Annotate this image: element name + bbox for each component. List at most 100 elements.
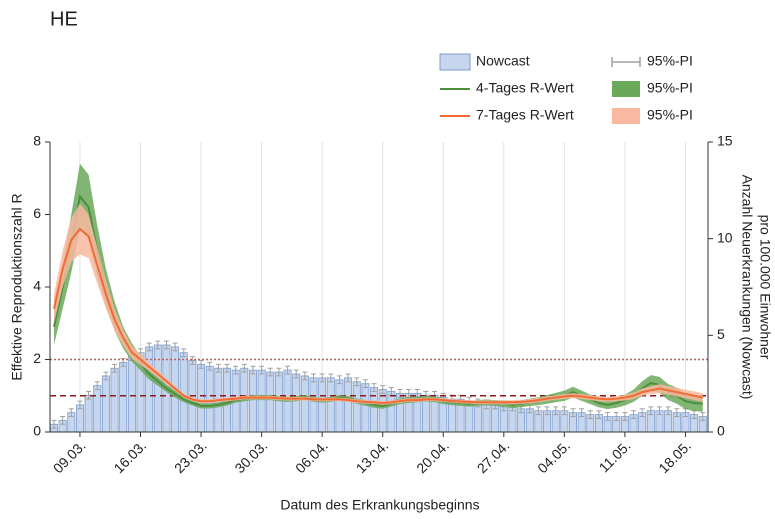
y2-axis-label: Anzahl Neuerkrankungen (Nowcast) xyxy=(739,175,755,400)
error-bar xyxy=(181,348,187,358)
bar xyxy=(387,390,396,433)
y2-tick-label: 0 xyxy=(717,423,725,439)
bar xyxy=(300,375,309,433)
x-tick-label: 20.04. xyxy=(413,437,452,476)
error-bar xyxy=(285,365,291,375)
bar xyxy=(248,369,257,433)
x-tick-label: 09.03. xyxy=(50,437,89,476)
error-bar xyxy=(579,408,585,418)
error-bar xyxy=(570,408,576,418)
error-bar xyxy=(354,377,360,387)
legend-label: 95%-PI xyxy=(647,107,693,123)
y-tick-label: 0 xyxy=(33,423,41,439)
legend-label: Nowcast xyxy=(476,53,530,69)
bar xyxy=(197,363,206,433)
x-tick-label: 06.04. xyxy=(292,437,331,476)
error-bar xyxy=(657,406,662,416)
y2-tick-label: 10 xyxy=(717,229,733,245)
legend-label: 7-Tages R-Wert xyxy=(476,107,574,123)
error-bar xyxy=(51,419,57,429)
line xyxy=(53,227,703,405)
x-tick-label: 23.03. xyxy=(171,437,210,476)
error-bar xyxy=(163,340,169,350)
error-bar xyxy=(362,379,368,389)
error-bar xyxy=(345,373,351,383)
legend-swatch xyxy=(612,108,640,124)
error-bar xyxy=(336,375,342,385)
error-bar xyxy=(77,400,83,410)
error-bar xyxy=(631,410,637,419)
error-bar xyxy=(302,371,308,381)
error-bar xyxy=(328,373,334,383)
error-bar xyxy=(535,406,541,416)
error-bar xyxy=(241,363,247,373)
error-bar xyxy=(224,363,230,373)
error-bar xyxy=(587,410,593,419)
x-tick-label: 27.04. xyxy=(474,437,513,476)
bar xyxy=(110,367,119,433)
y-tick-label: 6 xyxy=(33,205,41,221)
bar xyxy=(352,381,361,433)
bar xyxy=(370,387,379,433)
error-bar xyxy=(259,365,265,375)
error-bar xyxy=(371,383,377,392)
error-bar xyxy=(553,406,559,416)
error-bar xyxy=(648,406,654,416)
error-bar xyxy=(380,385,386,394)
bar xyxy=(153,344,162,433)
error-bar xyxy=(112,363,118,373)
x-tick-label: 11.05. xyxy=(596,437,634,475)
bar xyxy=(84,394,93,433)
y-axis-label: Effektive Reproduktionszahl R xyxy=(9,193,25,380)
error-bar xyxy=(639,408,645,418)
legend-swatch xyxy=(439,53,471,71)
chart-title: HE xyxy=(50,8,78,30)
bar xyxy=(266,371,275,433)
error-bar xyxy=(700,412,706,421)
error-bar xyxy=(233,365,239,375)
error-bar xyxy=(665,406,671,416)
error-bar xyxy=(613,412,619,421)
bar xyxy=(257,369,266,433)
error-bar xyxy=(60,416,66,425)
legend-swatch xyxy=(611,57,641,67)
y2-tick-label: 5 xyxy=(717,326,725,342)
bar xyxy=(119,361,128,433)
bar xyxy=(274,371,283,433)
y-tick-label: 8 xyxy=(33,133,41,149)
error-bar xyxy=(311,373,316,383)
error-bar xyxy=(622,412,628,421)
x-axis-label: Datum des Erkrankungsbeginns xyxy=(280,497,479,513)
error-bar xyxy=(103,371,109,381)
error-bar xyxy=(561,406,567,416)
error-bar xyxy=(189,356,195,365)
legend-label: 95%-PI xyxy=(647,53,693,69)
y2-tick-label: 15 xyxy=(717,133,733,149)
error-bar xyxy=(172,342,178,352)
error-bar xyxy=(674,408,680,418)
bar xyxy=(361,383,370,433)
x-tick-label: 30.03. xyxy=(231,437,270,476)
error-bar xyxy=(544,406,550,416)
y-tick-label: 4 xyxy=(33,278,41,294)
error-bar xyxy=(250,365,256,375)
error-bar xyxy=(94,381,100,390)
error-bar xyxy=(215,363,221,373)
x-tick-label: 16.03. xyxy=(110,437,149,476)
error-bar xyxy=(155,340,161,350)
x-tick-label: 04.05. xyxy=(534,437,573,476)
x-tick-label: 18.05. xyxy=(655,437,694,476)
legend-label: 95%-PI xyxy=(647,80,693,96)
error-bar xyxy=(68,408,74,418)
error-bar xyxy=(146,342,152,352)
error-bar xyxy=(319,373,325,383)
error-bar xyxy=(605,412,611,421)
line xyxy=(53,194,703,407)
y2-axis-label: pro 100.000 Einwohner xyxy=(757,215,773,360)
error-bar xyxy=(293,369,299,379)
error-bar xyxy=(207,361,213,371)
bar xyxy=(93,385,102,433)
bar xyxy=(318,377,327,433)
bar xyxy=(335,379,344,433)
